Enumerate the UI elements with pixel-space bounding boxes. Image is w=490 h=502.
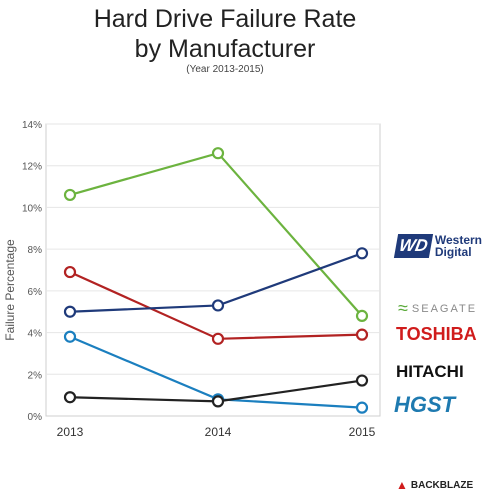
data-point-hitachi (211, 395, 225, 408)
y-tick-label: 10% (22, 203, 42, 214)
data-point-hgst (63, 330, 77, 343)
wd-logo-text: Western Digital (435, 234, 482, 258)
backblaze-logo: ▲ BACKBLAZE (396, 478, 482, 492)
y-tick-label: 4% (28, 329, 43, 340)
data-point-wd (355, 247, 369, 260)
backblaze-logo-text: BACKBLAZE (410, 479, 474, 491)
wd-logo-line-1: Western (434, 233, 482, 247)
data-point-seagate (211, 147, 225, 160)
x-tick-label: 2015 (349, 425, 376, 439)
chart-subtitle: (Year 2013-2015) (186, 64, 264, 75)
data-point-hitachi (63, 391, 77, 404)
legend-western-digital: WD Western Digital (393, 234, 482, 258)
data-point-wd (211, 299, 225, 312)
data-point-seagate (63, 188, 77, 202)
legend-seagate: ≈ SEAGATE (398, 298, 482, 319)
flame-icon: ▲ (396, 478, 408, 492)
data-point-toshiba (355, 328, 369, 341)
data-point-hgst (355, 401, 369, 414)
data-point-toshiba (63, 265, 77, 279)
data-point-wd (63, 305, 77, 318)
y-tick-label: 14% (22, 120, 42, 131)
seagate-mark-icon: ≈ (398, 298, 408, 318)
x-tick-label: 2014 (205, 425, 232, 439)
wd-logo-line-2: Digital (434, 245, 472, 259)
data-point-hitachi (355, 374, 369, 387)
y-tick-label: 8% (28, 245, 43, 256)
wd-logo-badge: WD (393, 234, 433, 258)
seagate-logo-text: SEAGATE (411, 302, 478, 315)
x-tick-label: 2013 (57, 425, 84, 439)
y-tick-label: 12% (22, 162, 42, 173)
plot-frame (45, 123, 381, 417)
legend-toshiba: TOSHIBA (396, 324, 477, 344)
legend-hgst: HGST (394, 392, 456, 417)
chart-title-line-2: by Manufacturer (134, 35, 316, 63)
data-point-seagate (355, 309, 369, 322)
y-tick-label: 0% (28, 412, 43, 423)
y-tick-label: 2% (28, 370, 43, 381)
y-axis-label: Failure Percentage (3, 239, 17, 341)
y-tick-label: 6% (28, 287, 43, 298)
chart-title: Hard Drive Failure Rate by Manufacturer (60, 4, 390, 64)
data-point-toshiba (211, 332, 225, 345)
legend-hitachi: HITACHI (396, 362, 464, 381)
chart-title-line-1: Hard Drive Failure Rate (93, 5, 357, 33)
